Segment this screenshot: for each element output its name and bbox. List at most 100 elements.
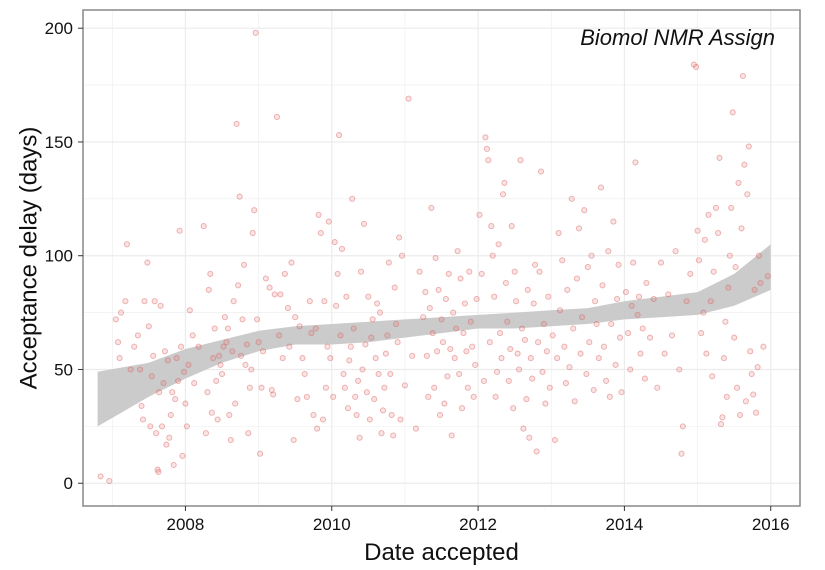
data-point — [374, 300, 381, 307]
data-point — [476, 211, 483, 218]
data-point — [249, 229, 256, 237]
panel-annotation: Biomol NMR Assign — [580, 25, 775, 50]
data-point — [507, 345, 514, 353]
data-point — [747, 348, 754, 355]
data-point — [341, 384, 348, 391]
data-point — [333, 302, 340, 309]
data-point — [451, 355, 458, 362]
data-point — [650, 295, 657, 303]
data-point — [600, 343, 607, 350]
data-point — [385, 259, 392, 266]
data-point — [150, 352, 157, 359]
data-point — [710, 268, 717, 275]
data-point — [185, 361, 192, 368]
data-point — [163, 441, 170, 448]
data-point — [665, 291, 672, 298]
data-point — [382, 350, 389, 357]
data-point — [530, 300, 537, 307]
data-point — [137, 366, 144, 373]
data-point — [161, 348, 168, 355]
data-point — [227, 436, 234, 444]
data-point — [458, 405, 466, 412]
data-point — [599, 282, 606, 289]
data-point — [226, 411, 233, 419]
data-point — [597, 184, 605, 191]
data-point — [441, 400, 448, 407]
data-point — [379, 407, 387, 414]
data-point — [344, 405, 351, 412]
data-point — [220, 343, 227, 350]
data-point — [606, 393, 613, 400]
data-point — [276, 332, 283, 339]
data-point — [405, 95, 412, 102]
data-point — [573, 275, 580, 282]
data-point — [352, 393, 359, 400]
data-point — [736, 411, 744, 419]
data-point — [255, 339, 262, 346]
data-point — [173, 355, 180, 362]
data-point — [608, 320, 615, 328]
data-point — [454, 248, 461, 255]
data-point — [164, 357, 171, 364]
data-point — [472, 361, 479, 368]
data-point — [616, 334, 624, 341]
data-point — [460, 330, 467, 337]
data-point — [127, 366, 134, 373]
data-point — [153, 430, 160, 437]
data-point — [445, 270, 452, 277]
data-point — [416, 268, 423, 275]
data-point — [315, 211, 322, 218]
x-axis-ticks: 2008 2010 2012 2014 2016 — [167, 506, 790, 534]
data-point — [363, 389, 370, 396]
data-point — [735, 179, 742, 186]
data-point — [425, 393, 432, 400]
data-point — [516, 366, 523, 373]
data-point — [349, 195, 356, 202]
data-point — [237, 352, 245, 359]
data-point — [158, 423, 166, 430]
data-point — [432, 254, 439, 262]
data-point — [489, 252, 496, 259]
data-point — [281, 270, 288, 277]
x-tick-label: 2010 — [313, 515, 351, 534]
data-point — [334, 270, 341, 277]
data-point — [112, 316, 119, 323]
data-point — [97, 473, 104, 480]
data-point — [360, 220, 367, 227]
data-point — [738, 225, 745, 232]
data-point — [709, 373, 716, 380]
x-tick-label: 2014 — [605, 515, 643, 534]
data-point — [456, 370, 463, 378]
y-tick-label: 200 — [45, 19, 73, 38]
data-point — [186, 307, 193, 314]
y-axis-ticks: 0 50 100 150 200 — [45, 19, 83, 493]
data-point — [695, 257, 703, 264]
data-point — [262, 275, 269, 282]
data-point — [166, 434, 173, 441]
data-point — [672, 248, 679, 255]
data-point — [356, 434, 363, 441]
data-point — [160, 380, 167, 387]
data-point — [312, 325, 319, 332]
data-point — [760, 343, 767, 350]
data-point — [537, 168, 545, 175]
data-point — [577, 350, 584, 357]
data-point — [308, 330, 315, 337]
data-point — [603, 377, 610, 384]
data-point — [523, 396, 530, 403]
data-point — [543, 348, 550, 355]
data-point — [545, 293, 552, 300]
data-point — [570, 325, 577, 332]
data-point — [189, 332, 196, 339]
data-point — [700, 309, 707, 316]
data-point — [732, 264, 739, 271]
data-point — [485, 157, 492, 164]
data-point — [592, 298, 599, 305]
data-point — [331, 239, 338, 246]
data-point — [396, 234, 403, 241]
data-point — [106, 477, 113, 485]
data-point — [204, 389, 211, 396]
data-point — [470, 393, 477, 400]
data-point — [139, 416, 147, 423]
data-point — [486, 339, 493, 346]
